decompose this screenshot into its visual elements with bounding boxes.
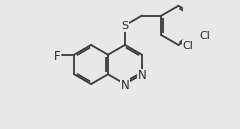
Text: N: N	[120, 79, 129, 92]
Text: F: F	[54, 50, 61, 63]
Text: Cl: Cl	[182, 41, 193, 51]
Text: S: S	[121, 21, 128, 31]
Text: Cl: Cl	[199, 31, 210, 41]
Text: N: N	[138, 69, 146, 82]
